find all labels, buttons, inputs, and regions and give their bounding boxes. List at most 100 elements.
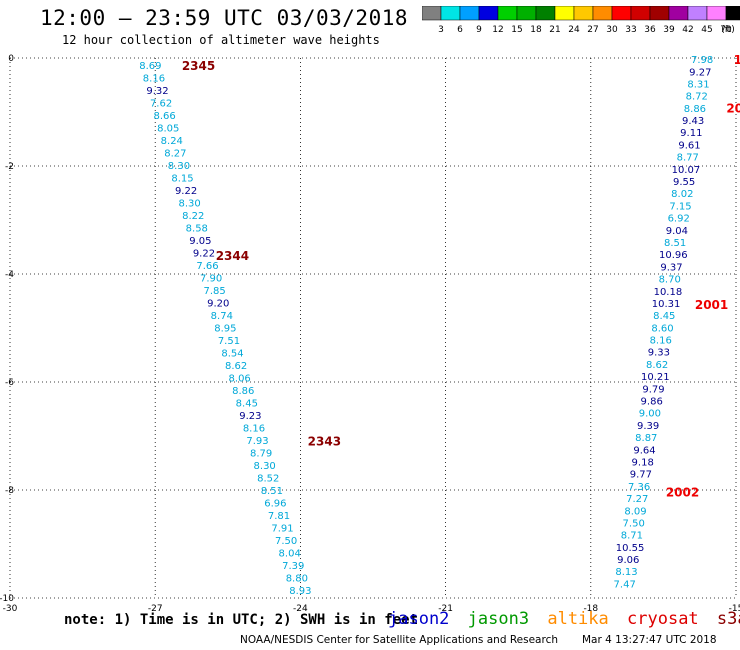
swh-value-label: 9.27: [689, 67, 711, 78]
y-tick-label: -2: [5, 162, 14, 172]
swh-value-label: 8.51: [261, 486, 283, 497]
colorbar-label: 33: [625, 25, 636, 35]
time-label: 2000: [726, 102, 740, 116]
page-subtitle: 12 hour collection of altimeter wave hei…: [62, 33, 380, 47]
swh-value-label: 8.95: [214, 323, 236, 334]
colorbar-unit: (ft): [721, 25, 735, 35]
time-label: 2343: [308, 434, 341, 448]
x-tick-label: -15: [729, 604, 740, 612]
swh-value-label: 9.39: [637, 421, 659, 432]
swh-value-label: 8.54: [221, 348, 243, 359]
legend-altika: altika: [547, 609, 609, 629]
x-tick-label: -27: [148, 604, 163, 612]
colorbar-label: 45: [701, 25, 712, 35]
x-tick-label: -18: [583, 604, 598, 612]
swh-value-label: 7.91: [271, 523, 293, 534]
swh-value-label: 8.86: [232, 386, 254, 397]
swh-value-label: 7.90: [200, 273, 222, 284]
swh-value-label: 9.00: [639, 409, 661, 420]
swh-value-label: 8.66: [154, 111, 176, 122]
swh-value-label: 8.22: [182, 211, 204, 222]
swh-value-label: 10.31: [652, 299, 681, 310]
swh-value-label: 8.45: [653, 311, 675, 322]
swh-value-label: 8.30: [254, 461, 276, 472]
swh-value-label: 8.13: [615, 567, 637, 578]
swh-value-label: 8.31: [687, 79, 709, 90]
y-tick-label: 0: [8, 54, 14, 64]
legend-cryosat: cryosat: [627, 609, 699, 629]
swh-value-label: 8.51: [664, 238, 686, 249]
swh-value-label: 7.93: [246, 436, 268, 447]
swh-value-label: 8.30: [168, 161, 190, 172]
time-label: 2344: [216, 249, 249, 263]
x-tick-label: -30: [3, 604, 18, 612]
legend-jason2: jason2: [388, 609, 450, 629]
swh-value-label: 10.18: [654, 287, 683, 298]
swh-value-label: 8.15: [171, 173, 193, 184]
time-label: 2001: [695, 298, 728, 312]
time-label: 2002: [666, 486, 699, 500]
swh-value-label: 8.05: [157, 124, 179, 135]
swh-value-label: 9.32: [146, 86, 168, 97]
legend-jason3: jason3: [467, 609, 530, 629]
swh-value-label: 8.06: [229, 373, 251, 384]
satellite-legend: jason2 jason3 altika cryosat s3a: [388, 609, 740, 629]
swh-value-label: 9.79: [642, 384, 664, 395]
colorbar-label: 36: [644, 25, 656, 35]
x-tick-label: -24: [293, 604, 308, 612]
swh-value-label: 7.36: [628, 482, 650, 493]
credit-source: NOAA/NESDIS Center for Satellite Applica…: [240, 634, 558, 646]
swh-value-label: 8.52: [257, 473, 279, 484]
credit-line: NOAA/NESDIS Center for Satellite Applica…: [240, 634, 740, 646]
legend-s3a: s3a: [716, 609, 740, 629]
colorbar-label: 39: [663, 25, 675, 35]
swh-value-label: 9.22: [193, 248, 215, 259]
swh-value-label: 6.96: [264, 498, 286, 509]
colorbar-label: 24: [568, 25, 580, 35]
swh-value-label: 9.77: [630, 470, 652, 481]
swh-value-label: 9.11: [680, 128, 702, 139]
y-tick-label: -8: [5, 486, 14, 496]
colorbar-swatch: [725, 6, 740, 21]
swh-value-label: 8.30: [179, 198, 201, 209]
colorbar-label: 6: [457, 25, 463, 35]
credit-timestamp: Mar 4 13:27:47 UTC 2018: [582, 634, 717, 646]
swh-value-label: 9.55: [673, 177, 695, 188]
swh-value-label: 9.64: [633, 445, 655, 456]
swh-value-label: 8.27: [164, 149, 186, 160]
colorbar-legend: 3 6 9 12 15 18 21 24 27 30 33 36 39 42 45 70(ft): [422, 6, 740, 35]
swh-value-label: 8.71: [621, 531, 643, 542]
time-label: 1959: [734, 53, 740, 67]
swh-value-label: 8.62: [225, 361, 247, 372]
colorbar-label: 30: [606, 25, 618, 35]
swh-value-label: 7.27: [626, 494, 648, 505]
swh-value-label: 9.43: [682, 116, 704, 127]
colorbar-label: 12: [492, 25, 503, 35]
swh-value-label: 8.79: [250, 448, 272, 459]
swh-value-label: 9.18: [632, 457, 654, 468]
y-tick-label: -6: [5, 378, 14, 388]
colorbar-label: 21: [549, 25, 560, 35]
swh-value-label: 8.93: [289, 586, 311, 597]
swh-value-label: 8.60: [651, 323, 673, 334]
swh-value-label: 8.24: [161, 136, 183, 147]
swh-value-label: 10.21: [641, 372, 670, 383]
swh-value-label: 9.06: [617, 555, 639, 566]
swh-value-label: 8.69: [139, 61, 161, 72]
x-tick-label: -21: [438, 604, 453, 612]
swh-value-label: 8.58: [186, 223, 208, 234]
colorbar-label: 3: [438, 25, 444, 35]
swh-value-label: 8.72: [686, 92, 708, 103]
swh-value-label: 10.07: [672, 165, 701, 176]
swh-value-label: 8.86: [684, 104, 706, 115]
swh-value-label: 10.55: [616, 543, 645, 554]
swh-value-label: 7.81: [268, 511, 290, 522]
swh-value-label: 7.50: [623, 518, 645, 529]
swh-value-label: 7.15: [669, 201, 691, 212]
swh-value-label: 7.62: [150, 99, 172, 110]
swh-value-label: 7.66: [196, 261, 218, 272]
swh-value-label: 8.74: [211, 311, 233, 322]
swh-value-label: 9.37: [660, 262, 682, 273]
colorbar-label: 18: [530, 25, 542, 35]
swh-value-label: 9.20: [207, 298, 229, 309]
